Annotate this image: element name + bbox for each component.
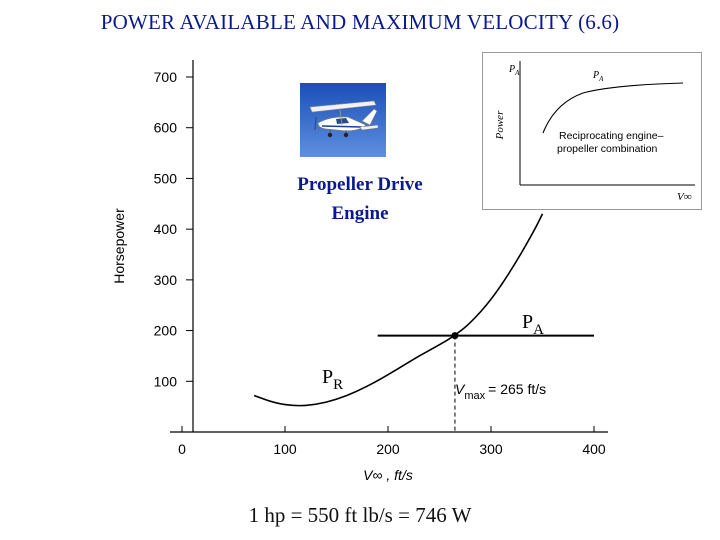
inset-x-label: V∞ (677, 191, 692, 203)
x-tick-label: 300 (479, 441, 503, 457)
inset-desc-line2: propeller combination (557, 143, 658, 155)
y-tick-label: 300 (154, 272, 178, 288)
inset-pa-top: PA (508, 64, 520, 77)
engine-label-line2: Engine (331, 203, 388, 224)
chart-marks (253, 213, 594, 432)
inset-pa-curve (542, 82, 684, 134)
pr-label: PR (322, 366, 343, 393)
inset-desc-line1: Reciprocating engine– (559, 130, 664, 142)
y-axis-label: Horsepower (111, 208, 127, 284)
x-tick-label: 100 (273, 441, 297, 457)
chart-ticks: 100 200 300 400 500 600 700 0 100 200 300 400 (154, 69, 606, 457)
x-tick-label: 0 (178, 441, 186, 457)
conversion-footer: 1 hp = 550 ft lb/s = 746 W (248, 503, 472, 527)
inset-y-label: Power (494, 110, 506, 140)
slide-title: POWER AVAILABLE AND MAXIMUM VELOCITY (6.… (100, 10, 620, 34)
pa-label: PA (522, 311, 544, 338)
inset-diagram: Power PA PA Reciprocating engine– propel… (482, 52, 702, 210)
y-tick-label: 100 (154, 373, 178, 389)
y-tick-label: 200 (154, 323, 178, 339)
power-required-curve (253, 213, 544, 407)
x-tick-label: 400 (582, 441, 606, 457)
y-tick-label: 500 (154, 170, 178, 186)
intersection-point (451, 332, 459, 340)
inset-pa-curve-label: PA (592, 70, 604, 83)
y-tick-label: 400 (154, 221, 178, 237)
engine-label-line1: Propeller Drive (297, 174, 422, 195)
vmax-label: Vmax = 265 ft/s (455, 381, 546, 402)
y-tick-label: 600 (154, 120, 178, 136)
x-axis-label: V∞ , ft/s (363, 467, 413, 483)
x-tick-label: 200 (376, 441, 400, 457)
airplane-photo (300, 83, 386, 157)
y-tick-label: 700 (154, 69, 178, 85)
chart-axes (170, 60, 608, 433)
